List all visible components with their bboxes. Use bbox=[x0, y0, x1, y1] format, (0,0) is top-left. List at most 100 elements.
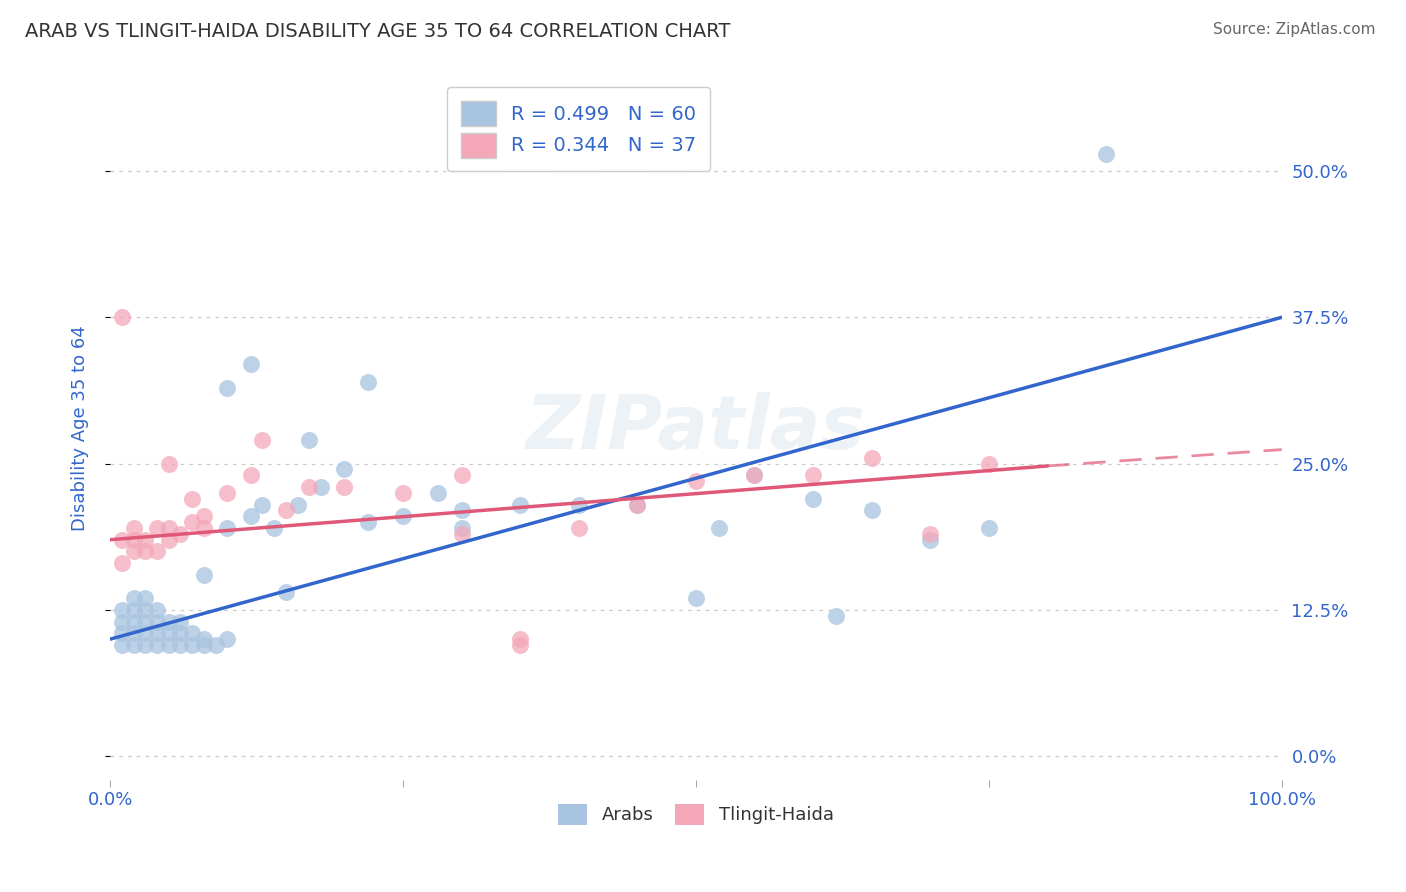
Point bbox=[111, 310, 134, 325]
Point bbox=[217, 486, 239, 500]
Point bbox=[239, 468, 262, 483]
Point bbox=[157, 521, 180, 535]
Point bbox=[239, 357, 262, 371]
Point bbox=[181, 638, 204, 652]
Point bbox=[122, 591, 145, 606]
Point bbox=[509, 632, 531, 647]
Point bbox=[333, 462, 356, 476]
Point bbox=[920, 533, 942, 547]
Point bbox=[298, 434, 321, 448]
Point bbox=[709, 521, 731, 535]
Point bbox=[169, 626, 191, 640]
Point bbox=[568, 521, 591, 535]
Point bbox=[146, 603, 169, 617]
Point bbox=[977, 457, 1000, 471]
Point bbox=[801, 468, 824, 483]
Point bbox=[626, 498, 648, 512]
Point bbox=[157, 615, 180, 629]
Point bbox=[146, 544, 169, 558]
Point bbox=[801, 491, 824, 506]
Point bbox=[744, 468, 766, 483]
Point bbox=[1095, 146, 1118, 161]
Point bbox=[181, 515, 204, 529]
Point bbox=[357, 375, 380, 389]
Point bbox=[685, 591, 707, 606]
Point bbox=[111, 556, 134, 570]
Point bbox=[146, 521, 169, 535]
Point bbox=[860, 503, 883, 517]
Point bbox=[146, 638, 169, 652]
Point bbox=[252, 434, 274, 448]
Point bbox=[685, 474, 707, 488]
Text: Source: ZipAtlas.com: Source: ZipAtlas.com bbox=[1212, 22, 1375, 37]
Point bbox=[111, 638, 134, 652]
Point bbox=[134, 626, 156, 640]
Point bbox=[169, 615, 191, 629]
Point bbox=[157, 457, 180, 471]
Point bbox=[157, 638, 180, 652]
Point bbox=[146, 626, 169, 640]
Point bbox=[450, 468, 472, 483]
Point bbox=[134, 638, 156, 652]
Point bbox=[169, 526, 191, 541]
Point bbox=[427, 486, 450, 500]
Point bbox=[122, 533, 145, 547]
Point bbox=[134, 603, 156, 617]
Point bbox=[217, 521, 239, 535]
Point bbox=[122, 615, 145, 629]
Point bbox=[122, 626, 145, 640]
Point bbox=[239, 509, 262, 524]
Point bbox=[217, 632, 239, 647]
Point bbox=[977, 521, 1000, 535]
Point bbox=[111, 603, 134, 617]
Point bbox=[193, 509, 215, 524]
Point bbox=[111, 533, 134, 547]
Point bbox=[193, 567, 215, 582]
Point bbox=[193, 521, 215, 535]
Point bbox=[134, 615, 156, 629]
Point bbox=[626, 498, 648, 512]
Point bbox=[204, 638, 226, 652]
Point bbox=[181, 491, 204, 506]
Point bbox=[122, 638, 145, 652]
Point bbox=[134, 544, 156, 558]
Y-axis label: Disability Age 35 to 64: Disability Age 35 to 64 bbox=[72, 326, 89, 532]
Point bbox=[274, 585, 297, 599]
Point bbox=[392, 509, 415, 524]
Point bbox=[450, 526, 472, 541]
Point bbox=[298, 480, 321, 494]
Point bbox=[134, 591, 156, 606]
Point bbox=[181, 626, 204, 640]
Point bbox=[157, 626, 180, 640]
Point bbox=[920, 526, 942, 541]
Point bbox=[122, 603, 145, 617]
Point bbox=[825, 608, 848, 623]
Point bbox=[157, 533, 180, 547]
Point bbox=[111, 615, 134, 629]
Legend: Arabs, Tlingit-Haida: Arabs, Tlingit-Haida bbox=[550, 795, 842, 834]
Point bbox=[509, 498, 531, 512]
Point bbox=[357, 515, 380, 529]
Point bbox=[111, 626, 134, 640]
Point bbox=[122, 544, 145, 558]
Point bbox=[263, 521, 285, 535]
Text: ARAB VS TLINGIT-HAIDA DISABILITY AGE 35 TO 64 CORRELATION CHART: ARAB VS TLINGIT-HAIDA DISABILITY AGE 35 … bbox=[25, 22, 731, 41]
Point bbox=[274, 503, 297, 517]
Point bbox=[450, 521, 472, 535]
Point bbox=[392, 486, 415, 500]
Point bbox=[744, 468, 766, 483]
Point bbox=[568, 498, 591, 512]
Point bbox=[333, 480, 356, 494]
Point bbox=[169, 638, 191, 652]
Point bbox=[450, 503, 472, 517]
Text: ZIPatlas: ZIPatlas bbox=[526, 392, 866, 465]
Point bbox=[309, 480, 332, 494]
Point bbox=[217, 380, 239, 394]
Point bbox=[252, 498, 274, 512]
Point bbox=[122, 521, 145, 535]
Point bbox=[134, 533, 156, 547]
Point bbox=[193, 638, 215, 652]
Point bbox=[860, 450, 883, 465]
Point bbox=[193, 632, 215, 647]
Point bbox=[509, 638, 531, 652]
